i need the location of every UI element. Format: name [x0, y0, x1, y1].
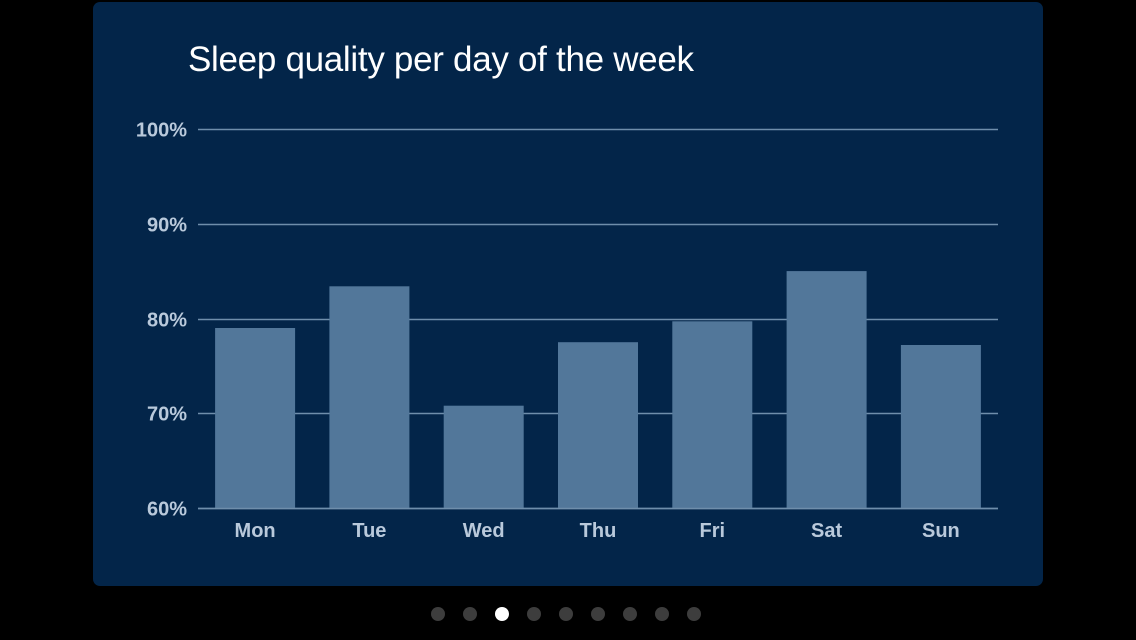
bar-sun — [900, 345, 981, 508]
bars — [198, 271, 998, 510]
x-tick-label-fri: Fri — [700, 520, 726, 542]
bar-tue — [329, 286, 410, 508]
bar-fri — [672, 321, 753, 508]
bar-wed — [443, 405, 524, 508]
x-tick-label-sat: Sat — [811, 520, 842, 542]
page-dot[interactable] — [559, 607, 573, 621]
x-tick-label-thu: Thu — [580, 520, 617, 542]
x-tick-label-tue: Tue — [352, 520, 386, 542]
page-dot[interactable] — [655, 607, 669, 621]
y-tick-label: 60% — [147, 499, 187, 521]
x-tick-label-wed: Wed — [463, 520, 505, 542]
x-tick-label-sun: Sun — [922, 520, 960, 542]
x-tick-label-mon: Mon — [235, 520, 276, 542]
bar-thu — [558, 342, 638, 508]
bar-mon — [215, 328, 296, 508]
y-tick-label: 90% — [147, 215, 187, 237]
y-axis-tick-labels: 60% 70% 80% 90% 100% — [136, 120, 187, 521]
y-tick-label: 80% — [147, 310, 187, 332]
y-tick-label: 70% — [147, 404, 187, 426]
page-dot-active[interactable] — [495, 607, 509, 621]
page-dot[interactable] — [463, 607, 477, 621]
page-dot[interactable] — [431, 607, 445, 621]
page-dot[interactable] — [623, 607, 637, 621]
page-dot[interactable] — [591, 607, 605, 621]
x-axis-tick-labels: Mon Tue Wed Thu Fri Sat Sun — [235, 520, 960, 542]
bar-sat — [786, 271, 867, 508]
y-tick-label: 100% — [136, 120, 187, 142]
chart-title: Sleep quality per day of the week — [188, 40, 694, 79]
page-dot[interactable] — [687, 607, 701, 621]
page-dot[interactable] — [527, 607, 541, 621]
